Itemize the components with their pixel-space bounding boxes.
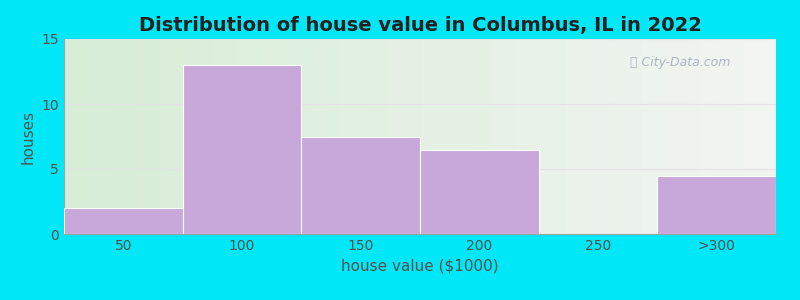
Bar <box>420 149 538 234</box>
X-axis label: house value ($1000): house value ($1000) <box>341 258 499 273</box>
Bar <box>658 176 776 234</box>
Y-axis label: houses: houses <box>21 110 36 164</box>
Title: Distribution of house value in Columbus, IL in 2022: Distribution of house value in Columbus,… <box>138 16 702 35</box>
Bar <box>64 208 182 234</box>
Text: ⓘ City-Data.com: ⓘ City-Data.com <box>630 56 730 69</box>
Bar <box>182 65 302 234</box>
Bar <box>302 136 420 234</box>
